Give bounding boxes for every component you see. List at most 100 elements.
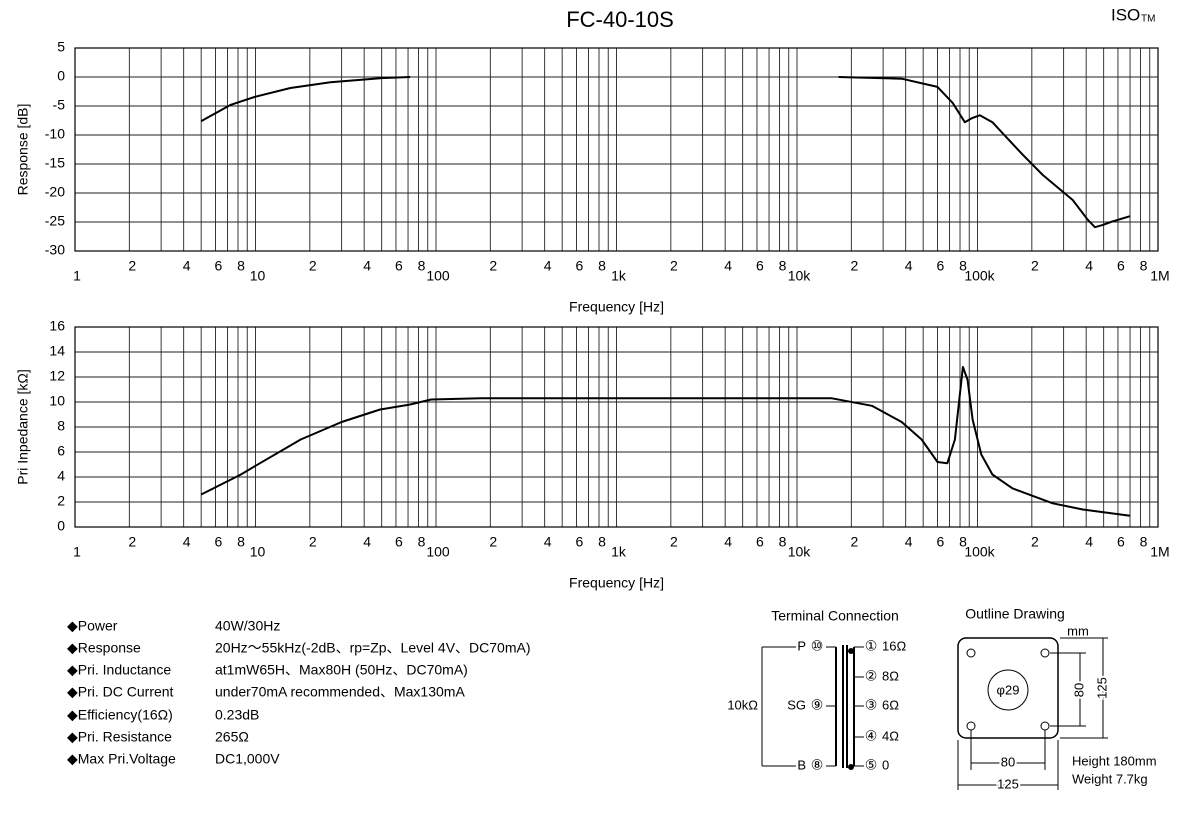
spec-value: 265Ω	[215, 729, 249, 745]
x-tick-label: 2	[670, 534, 678, 550]
unit: mm	[1067, 623, 1089, 638]
hole	[966, 721, 976, 731]
x-tick-label: 8	[779, 258, 787, 274]
x-tick-label: 4	[183, 534, 191, 550]
x-tick-label: 6	[395, 534, 403, 550]
x-tick-label: 6	[756, 534, 764, 550]
x-tick-label: 8	[598, 258, 606, 274]
x-tick-label: 10	[250, 544, 266, 560]
x-tick-label: 100k	[964, 268, 995, 284]
x-tick-label: 10k	[788, 268, 812, 284]
outline-title: Outline Drawing	[965, 606, 1065, 622]
x-tick-label: 6	[1117, 534, 1125, 550]
x-tick-label: 10	[250, 268, 266, 284]
hole	[1040, 648, 1050, 658]
terminal-label: P	[797, 638, 806, 653]
y-tick-label: 0	[57, 68, 65, 84]
x-tick-label: 8	[237, 258, 245, 274]
x-tick-label: 4	[724, 258, 732, 274]
x-tick-label: 1M	[1150, 268, 1169, 284]
impedance-label: 10kΩ	[727, 697, 758, 712]
pin: ⑨	[811, 697, 824, 713]
x-tick-label: 2	[1031, 534, 1039, 550]
x-tick-label: 4	[1085, 258, 1093, 274]
x-tick-label: 2	[850, 534, 858, 550]
x-tick-label: 4	[544, 534, 552, 550]
brand: ISO	[1111, 5, 1140, 24]
x-tick-label: 4	[363, 534, 371, 550]
x-tick-label: 6	[576, 258, 584, 274]
x-tick-label: 8	[1140, 258, 1148, 274]
plot-frame	[74, 47, 1159, 252]
hole	[1040, 721, 1050, 731]
terminal-diagram: Terminal Connection 10kΩ P ⑩ SG ⑨ B ⑧ ① …	[727, 608, 906, 773]
x-tick-label: 8	[418, 258, 426, 274]
x-tick-label: 1	[73, 268, 81, 284]
x-tick-label: 1	[73, 544, 81, 560]
terminal-label: 4Ω	[882, 728, 899, 743]
x-tick-label: 4	[905, 258, 913, 274]
y-tick-label: 12	[49, 368, 65, 384]
spec-label: ◆Power	[67, 618, 118, 634]
pin: ⑧	[811, 757, 824, 773]
x-tick-label: 4	[363, 258, 371, 274]
x-tick-label: 2	[309, 258, 317, 274]
plot-frame	[74, 326, 1159, 528]
x-tick-label: 4	[544, 258, 552, 274]
x-tick-label: 8	[779, 534, 787, 550]
terminal-label: 0	[882, 757, 889, 772]
y-tick-label: 0	[57, 518, 65, 534]
x-axis-label: Frequency [Hz]	[569, 575, 664, 591]
response-line	[200, 76, 1131, 229]
terminal-label: SG	[787, 697, 806, 712]
x-tick-label: 2	[489, 258, 497, 274]
x-tick-label: 8	[959, 258, 967, 274]
center-hole	[987, 669, 1029, 711]
y-tick-label: 4	[57, 468, 65, 484]
x-tick-label: 2	[850, 258, 858, 274]
spec-label: ◆Efficiency(16Ω)	[67, 707, 173, 723]
terminal-label: 8Ω	[882, 668, 899, 683]
x-tick-label: 6	[215, 258, 223, 274]
x-tick-label: 4	[183, 258, 191, 274]
dot	[848, 764, 854, 770]
x-tick-label: 6	[1117, 258, 1125, 274]
spec-value: at1mW65H、Max80H (50Hz、DC70mA)	[215, 662, 468, 678]
spec-value: 0.23dB	[215, 707, 259, 723]
x-tick-label: 8	[598, 534, 606, 550]
x-tick-label: 4	[724, 534, 732, 550]
pin: ①	[865, 638, 878, 654]
y-tick-label: -25	[45, 213, 65, 229]
dim-label: 125	[1094, 677, 1109, 699]
x-tick-label: 6	[395, 258, 403, 274]
y-tick-label: 5	[57, 39, 65, 55]
x-tick-label: 8	[237, 534, 245, 550]
spec-label: ◆Response	[67, 640, 141, 656]
x-tick-label: 2	[309, 534, 317, 550]
spec-label: ◆Max Pri.Voltage	[67, 751, 176, 767]
x-tick-label: 4	[1085, 534, 1093, 550]
response-line	[200, 366, 1131, 517]
terminal-label: B	[797, 757, 806, 772]
terminal-label: 16Ω	[882, 638, 906, 653]
pin: ②	[865, 668, 878, 684]
y-axis-label: Response [dB]	[15, 104, 31, 196]
x-tick-label: 100k	[964, 544, 995, 560]
spec-value: 20Hz～55kHz(-2dB、rp=Zp、Level 4V、DC70mA)	[215, 640, 531, 656]
x-tick-label: 2	[670, 258, 678, 274]
spec-label: ◆Pri. Resistance	[67, 729, 172, 745]
y-tick-label: 8	[57, 418, 65, 434]
spec-label: ◆Pri. Inductance	[67, 662, 171, 678]
title: FC-40-10S	[566, 7, 674, 32]
x-tick-label: 1M	[1150, 544, 1169, 560]
dim-label: 80	[1071, 683, 1086, 697]
x-tick-label: 4	[905, 534, 913, 550]
spec-value: 40W/30Hz	[215, 618, 280, 634]
dim-label: 125	[997, 776, 1019, 791]
x-tick-label: 2	[128, 258, 136, 274]
y-tick-label: 2	[57, 493, 65, 509]
y-tick-label: -20	[45, 184, 65, 200]
height: Height 180mm	[1072, 753, 1157, 768]
brand-mark: TM	[1141, 14, 1155, 25]
